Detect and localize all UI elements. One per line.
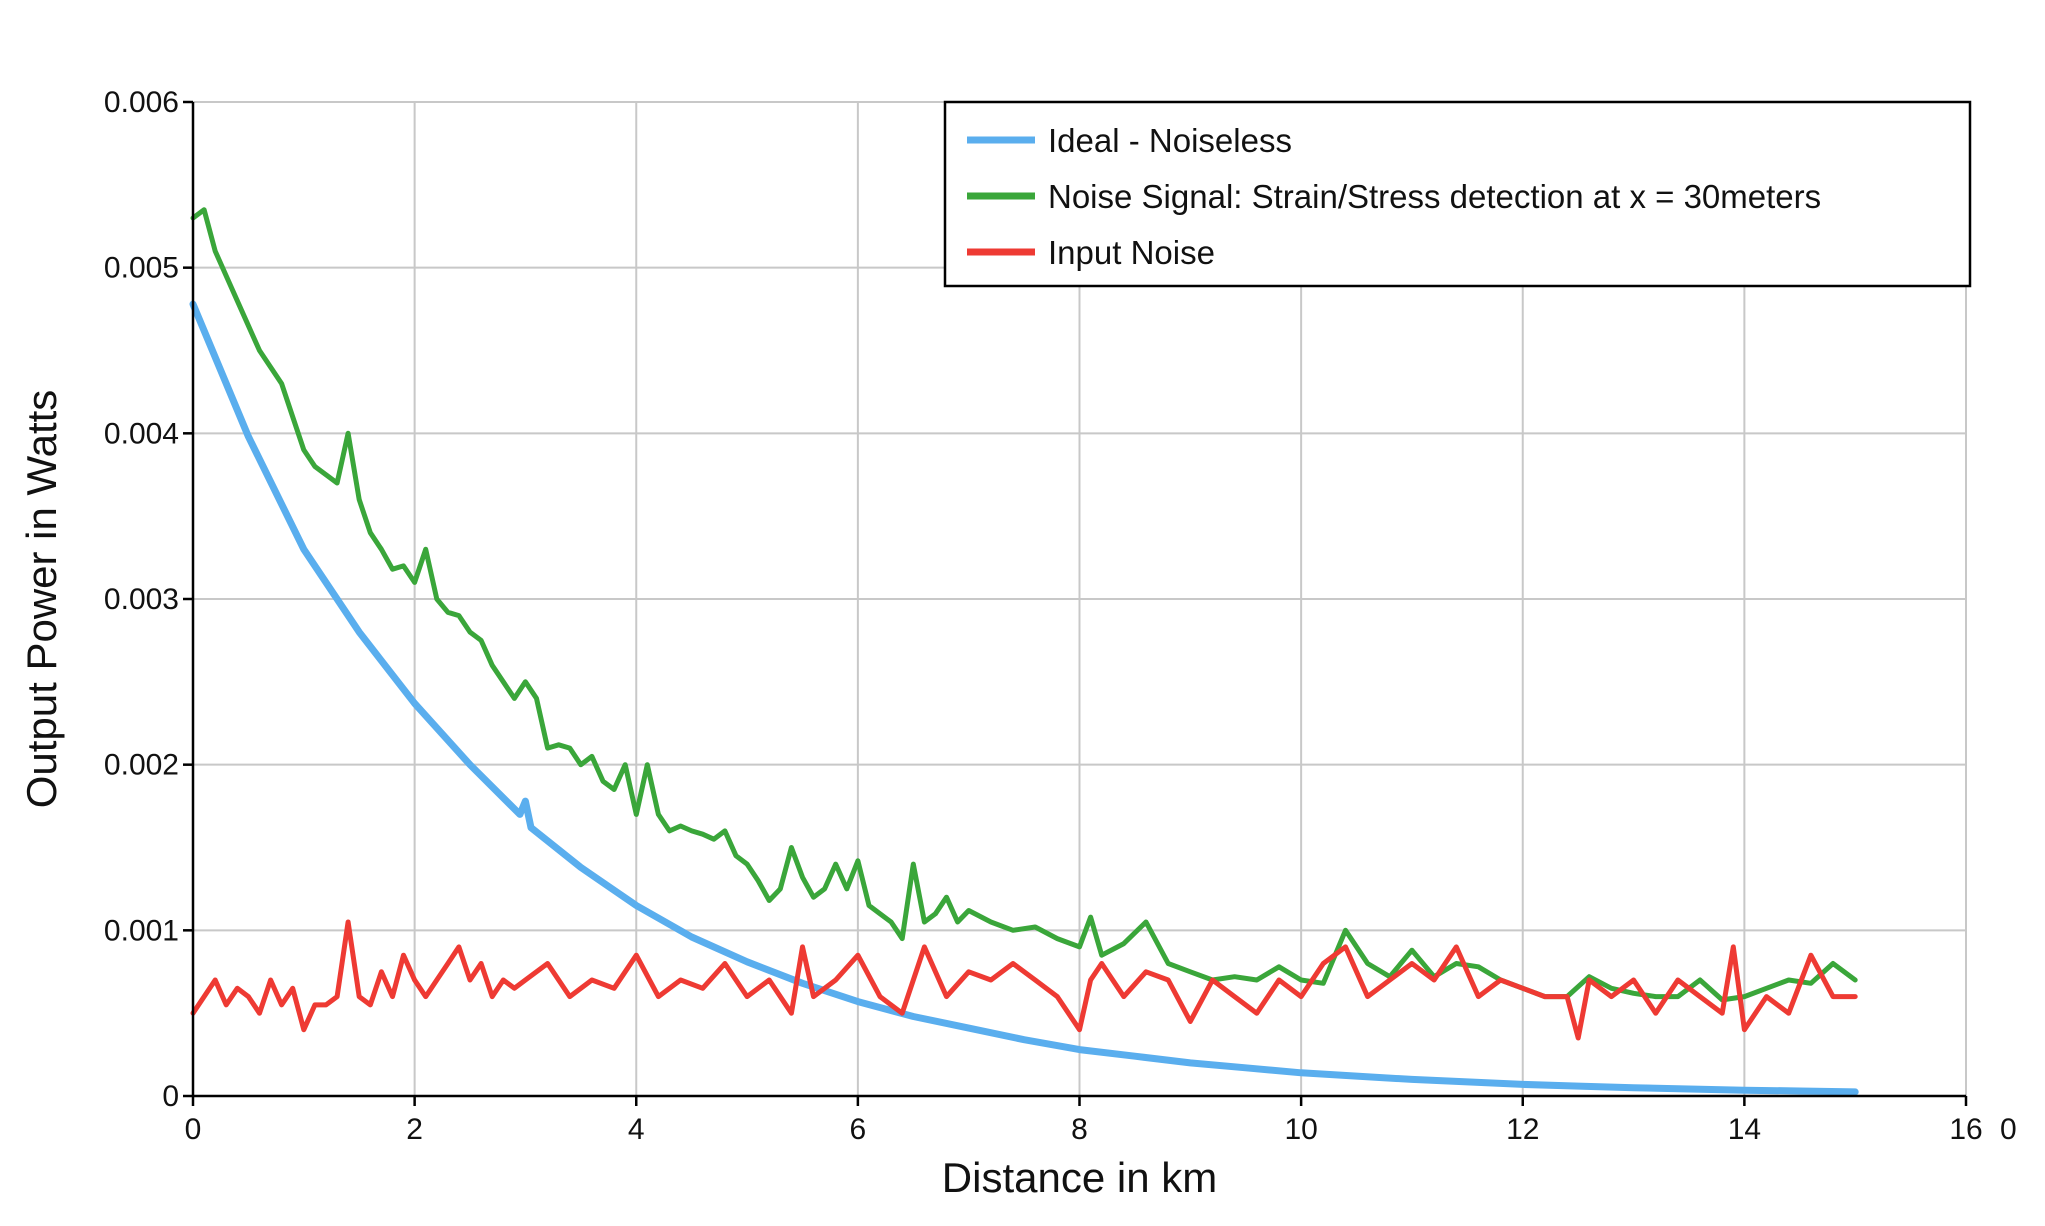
extra-axis-label: 0	[2000, 1113, 2017, 1146]
x-axis-label: Distance in km	[942, 1154, 1217, 1201]
series-layer	[189, 207, 1859, 1096]
legend-label-1: Noise Signal: Strain/Stress detection at…	[1048, 178, 1821, 215]
tick-labels: 0 2 4 6 8 10 12 14 16 0 0.001 0.002 0.003 0.004 0.005 0…	[104, 86, 1983, 1146]
x-tick-label-0: 0	[185, 1113, 202, 1146]
y-tick-label-4: 0.004	[104, 417, 179, 450]
x-tick-label-4: 8	[1071, 1113, 1088, 1146]
series-line-2	[190, 919, 1858, 1041]
y-tick-label-5: 0.005	[104, 252, 179, 285]
x-tick-label-2: 4	[628, 1113, 645, 1146]
series-line-0	[189, 300, 1859, 1096]
x-tick-label-5: 10	[1284, 1113, 1317, 1146]
y-tick-label-3: 0.003	[104, 583, 179, 616]
x-tick-label-3: 6	[850, 1113, 867, 1146]
x-tick-label-7: 14	[1728, 1113, 1761, 1146]
y-tick-label-6: 0.006	[104, 86, 179, 119]
legend-items: Ideal - Noiseless Noise Signal: Strain/St…	[967, 122, 1821, 271]
legend-label-2: Input Noise	[1048, 234, 1215, 271]
legend-box	[943, 100, 1972, 288]
x-tick-label-6: 12	[1506, 1113, 1539, 1146]
y-tick-label-1: 0.001	[104, 914, 179, 947]
series-line-1	[190, 207, 1858, 1003]
legend-label-0: Ideal - Noiseless	[1048, 122, 1292, 159]
y-tick-label-0: 0	[162, 1080, 179, 1113]
y-axis-label: Output Power in Watts	[18, 390, 65, 809]
axes	[183, 100, 1968, 1106]
y-tick-label-2: 0.002	[104, 749, 179, 782]
legend: Ideal - Noiseless Noise Signal: Strain/St…	[943, 100, 1972, 288]
x-tick-label-1: 2	[406, 1113, 423, 1146]
x-tick-label-8: 16	[1949, 1113, 1982, 1146]
